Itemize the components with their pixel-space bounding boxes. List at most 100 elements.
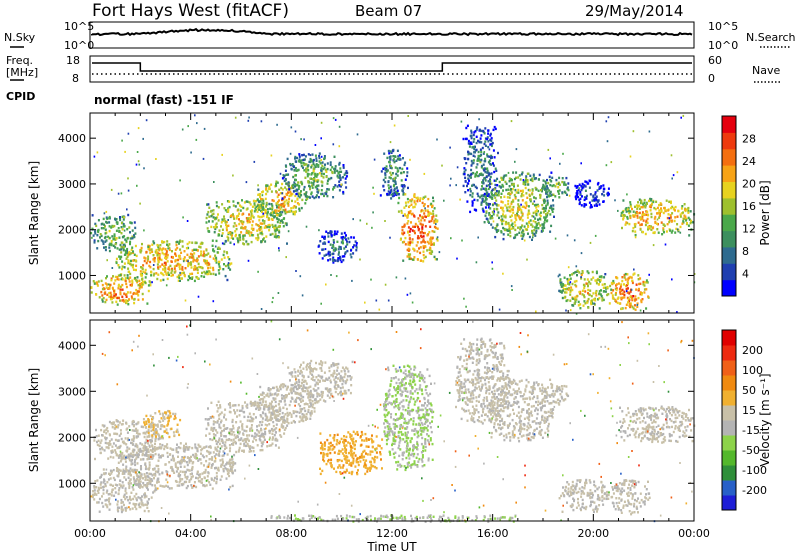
data-cell [182, 257, 185, 261]
data-cell [491, 210, 494, 214]
data-cell [629, 215, 632, 218]
data-cell [269, 224, 271, 227]
data-cell [406, 167, 409, 170]
data-cell [125, 465, 128, 468]
data-cell [635, 204, 638, 207]
noise-cell [155, 158, 157, 160]
data-cell [185, 259, 188, 262]
data-cell [131, 458, 134, 462]
data-cell [688, 234, 691, 237]
data-cell [628, 211, 631, 215]
data-cell [122, 245, 125, 249]
data-cell [123, 224, 126, 227]
data-cell [483, 169, 486, 172]
data-cell [379, 194, 382, 197]
data-cell [184, 470, 187, 474]
data-cell [501, 183, 504, 187]
data-cell [157, 470, 160, 473]
data-cell [125, 443, 128, 446]
data-cell [584, 196, 587, 199]
noise-cell [105, 210, 108, 213]
nsky-tick-bottom: 10^0 [64, 39, 94, 52]
data-cell [408, 255, 411, 259]
data-cell [159, 443, 162, 446]
data-cell [433, 243, 435, 246]
data-cell [114, 438, 117, 442]
data-cell [139, 273, 142, 276]
data-cell [221, 228, 224, 231]
data-cell [142, 270, 145, 273]
data-cell [139, 472, 142, 475]
noise-cell [475, 261, 478, 264]
data-cell [116, 277, 119, 281]
data-cell [284, 169, 287, 172]
data-cell [401, 232, 404, 235]
data-cell [174, 479, 177, 483]
data-cell [246, 442, 249, 446]
data-cell [575, 197, 578, 201]
data-cell [422, 204, 425, 208]
data-cell [181, 470, 184, 474]
data-cell [288, 188, 291, 191]
data-cell [341, 255, 344, 258]
data-cell [218, 452, 220, 456]
data-cell [389, 150, 392, 153]
data-cell [218, 454, 221, 457]
data-cell [116, 503, 119, 506]
data-cell [222, 470, 225, 473]
data-cell [187, 262, 190, 265]
data-cell [300, 206, 303, 210]
data-cell [393, 160, 396, 164]
data-cell [205, 249, 208, 252]
data-cell [537, 189, 540, 192]
data-cell [639, 223, 642, 227]
data-cell [544, 209, 547, 213]
data-cell [145, 440, 148, 443]
data-cell [257, 236, 260, 239]
data-cell [100, 227, 103, 230]
data-cell [398, 157, 401, 160]
data-cell [388, 193, 391, 196]
data-cell [344, 171, 347, 175]
data-cell [138, 480, 141, 483]
data-cell [321, 161, 324, 164]
data-cell [140, 249, 143, 252]
data-cell [187, 275, 190, 278]
data-cell [218, 439, 220, 442]
data-cell [546, 203, 549, 206]
data-cell [511, 208, 514, 211]
noise-cell [676, 171, 679, 174]
data-cell [168, 268, 171, 271]
data-cell [551, 176, 554, 179]
data-cell [576, 269, 579, 272]
data-cell [225, 220, 228, 224]
data-cell [542, 211, 545, 214]
data-cell [135, 483, 138, 487]
data-cell [181, 456, 184, 459]
data-cell [574, 195, 577, 198]
data-cell [301, 154, 304, 157]
data-cell [483, 194, 485, 197]
data-cell [153, 260, 156, 263]
data-cell [189, 261, 192, 264]
data-cell [269, 207, 272, 210]
data-cell [342, 235, 345, 239]
data-cell [178, 242, 180, 245]
data-cell [345, 170, 348, 173]
data-cell [102, 297, 105, 300]
data-cell [495, 199, 498, 202]
data-cell [334, 184, 337, 187]
data-cell [132, 250, 134, 253]
data-cell [590, 204, 593, 207]
data-cell [207, 261, 210, 265]
data-cell [99, 233, 102, 236]
data-cell [316, 180, 319, 183]
data-cell [417, 226, 419, 229]
data-cell [499, 218, 502, 222]
data-cell [539, 193, 541, 197]
data-cell [311, 195, 314, 198]
data-cell [147, 247, 150, 250]
data-cell [265, 203, 268, 206]
data-cell [97, 230, 100, 234]
data-cell [144, 446, 147, 449]
